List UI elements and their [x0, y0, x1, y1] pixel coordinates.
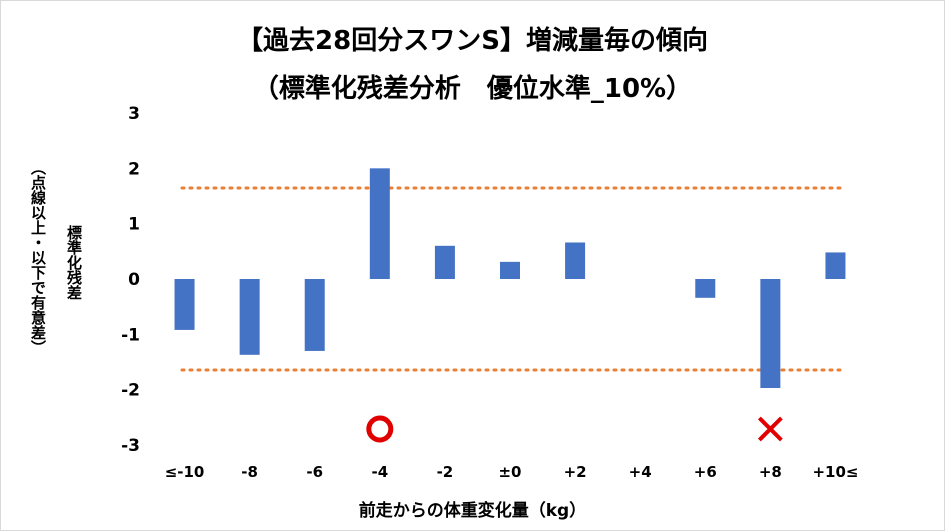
bar — [825, 252, 846, 279]
y-tick-label: 1 — [128, 215, 140, 235]
y-axis-label: 標準化残差 — [65, 225, 83, 300]
x-axis-label: 前走からの体重変化量（kg） — [358, 501, 587, 521]
y-axis-sublabel: （点線以上・以下で有意差） — [29, 160, 47, 355]
x-tick-label: -2 — [437, 463, 454, 481]
bar — [760, 279, 781, 389]
bar — [304, 279, 325, 351]
x-tick-label: ±0 — [498, 463, 521, 481]
bar — [565, 242, 586, 279]
y-tick-label: 3 — [128, 104, 140, 124]
x-tick-label: +2 — [564, 463, 587, 481]
bar — [500, 261, 520, 279]
bar — [239, 279, 260, 355]
chart-subtitle: （標準化残差分析 優位水準_10%） — [252, 74, 693, 104]
y-tick-label: -2 — [121, 381, 140, 401]
x-tick-label: +8 — [759, 463, 782, 481]
bar — [369, 168, 390, 279]
chart-title: 【過去28回分スワンS】増減量毎の傾向 — [237, 26, 708, 56]
bar — [695, 279, 716, 298]
x-tick-label: ≤-10 — [165, 463, 205, 481]
x-tick-label: +6 — [694, 463, 717, 481]
x-tick-label: -8 — [241, 463, 258, 481]
cross-marker-icon — [757, 416, 783, 442]
bar — [174, 279, 195, 330]
x-tick-label: -4 — [371, 463, 388, 481]
x-tick-label: +4 — [629, 463, 652, 481]
bar — [434, 245, 455, 279]
x-tick-label: -6 — [306, 463, 323, 481]
x-tick-label: +10≤ — [812, 463, 858, 481]
y-tick-label: 2 — [128, 159, 140, 179]
y-tick-label: 0 — [128, 270, 140, 290]
y-tick-label: -3 — [121, 436, 140, 456]
y-tick-label: -1 — [121, 325, 140, 345]
circle-marker-icon — [366, 415, 394, 443]
